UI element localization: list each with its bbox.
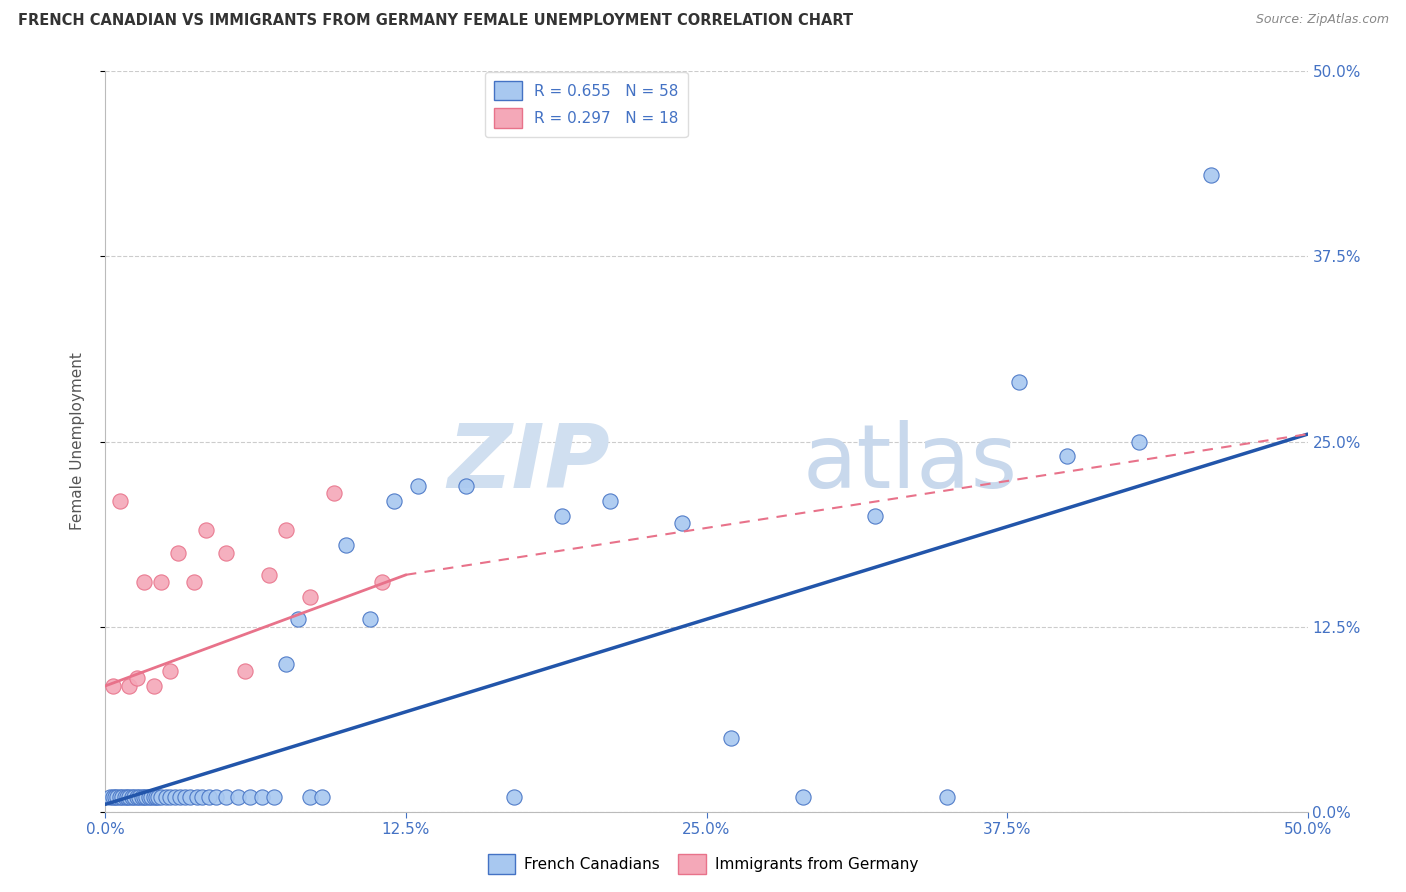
Point — [159, 789, 181, 804]
Point — [149, 575, 172, 590]
Point — [101, 679, 124, 693]
Point — [166, 546, 188, 560]
Point — [98, 789, 121, 804]
Point — [298, 590, 321, 604]
Point — [179, 789, 201, 804]
Text: ZIP: ZIP — [447, 420, 610, 508]
Point — [115, 789, 138, 804]
Point — [125, 672, 148, 686]
Point — [114, 789, 136, 804]
Point — [205, 789, 228, 804]
Point — [792, 789, 814, 804]
Point — [298, 789, 321, 804]
Point — [104, 789, 127, 804]
Point — [142, 679, 165, 693]
Point — [142, 789, 165, 804]
Point — [145, 789, 167, 804]
Point — [1056, 450, 1078, 464]
Point — [132, 789, 155, 804]
Point — [139, 789, 162, 804]
Point — [107, 789, 129, 804]
Text: atlas: atlas — [803, 420, 1018, 508]
Point — [382, 493, 405, 508]
Point — [1008, 376, 1031, 390]
Point — [173, 789, 195, 804]
Legend: French Canadians, Immigrants from Germany: French Canadians, Immigrants from German… — [481, 848, 925, 880]
Point — [1201, 168, 1223, 182]
Point — [108, 493, 131, 508]
Point — [131, 789, 153, 804]
Point — [720, 731, 742, 745]
Point — [371, 575, 394, 590]
Point — [121, 789, 143, 804]
Point — [863, 508, 886, 523]
Point — [406, 479, 429, 493]
Point — [149, 789, 172, 804]
Point — [454, 479, 477, 493]
Point — [125, 789, 148, 804]
Point — [214, 789, 236, 804]
Text: FRENCH CANADIAN VS IMMIGRANTS FROM GERMANY FEMALE UNEMPLOYMENT CORRELATION CHART: FRENCH CANADIAN VS IMMIGRANTS FROM GERMA… — [18, 13, 853, 29]
Point — [132, 575, 155, 590]
Point — [359, 612, 381, 626]
Point — [274, 657, 297, 671]
Point — [274, 524, 297, 538]
Point — [165, 789, 187, 804]
Point — [198, 789, 221, 804]
Point — [263, 789, 285, 804]
Point — [195, 524, 218, 538]
Point — [936, 789, 959, 804]
Point — [138, 789, 160, 804]
Point — [108, 789, 131, 804]
Point — [169, 789, 191, 804]
Point — [1128, 434, 1150, 449]
Legend: R = 0.655   N = 58, R = 0.297   N = 18: R = 0.655 N = 58, R = 0.297 N = 18 — [485, 71, 688, 136]
Point — [135, 789, 157, 804]
Point — [128, 789, 150, 804]
Point — [226, 789, 249, 804]
Point — [250, 789, 273, 804]
Point — [287, 612, 309, 626]
Point — [155, 789, 177, 804]
Point — [551, 508, 574, 523]
Point — [671, 516, 693, 530]
Point — [599, 493, 621, 508]
Point — [322, 486, 344, 500]
Point — [111, 789, 134, 804]
Point — [190, 789, 212, 804]
Point — [159, 664, 181, 678]
Point — [214, 546, 236, 560]
Point — [335, 538, 357, 552]
Point — [233, 664, 256, 678]
Text: Source: ZipAtlas.com: Source: ZipAtlas.com — [1256, 13, 1389, 27]
Y-axis label: Female Unemployment: Female Unemployment — [70, 352, 84, 531]
Point — [239, 789, 262, 804]
Point — [101, 789, 124, 804]
Point — [118, 679, 141, 693]
Point — [257, 567, 280, 582]
Point — [148, 789, 170, 804]
Point — [311, 789, 333, 804]
Point — [118, 789, 141, 804]
Point — [183, 575, 205, 590]
Point — [186, 789, 208, 804]
Point — [124, 789, 146, 804]
Point — [503, 789, 526, 804]
